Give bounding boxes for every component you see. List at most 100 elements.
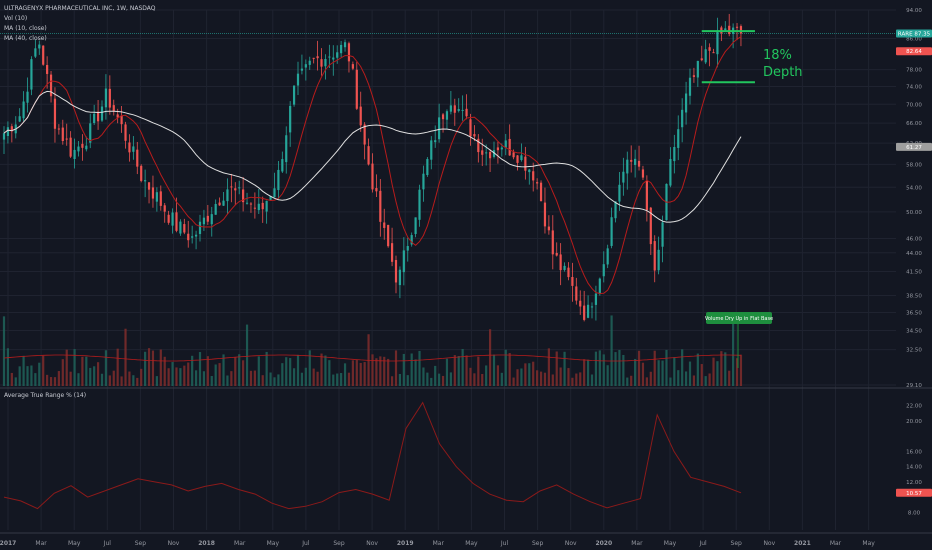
volume-bar	[53, 377, 57, 386]
candle-body	[641, 169, 645, 178]
volume-bar	[140, 368, 143, 386]
price-tick-label: 32.50	[906, 348, 922, 354]
volume-bar	[492, 354, 496, 386]
volume-bar	[57, 371, 60, 386]
volume-bar	[512, 377, 515, 386]
candle-body	[606, 248, 609, 265]
volume-bar	[700, 364, 703, 386]
candle-body	[610, 217, 613, 246]
volume-bar	[438, 373, 441, 386]
volume-bar	[563, 351, 566, 386]
time-tick-label: Sep	[135, 540, 147, 547]
time-tick-label: 2019	[397, 540, 414, 547]
candle-body	[524, 156, 527, 171]
volume-bar	[528, 363, 531, 386]
volume-bar	[120, 376, 123, 386]
candle-body	[73, 149, 76, 160]
candle-body	[481, 150, 484, 155]
volume-bar	[669, 377, 672, 386]
volume-bar	[253, 370, 256, 386]
candle-body	[496, 147, 500, 151]
atr-line	[3, 401, 742, 510]
volume-bar	[238, 354, 241, 386]
volume-bar	[151, 350, 155, 386]
candle-body	[359, 106, 362, 126]
candle-body	[355, 69, 358, 109]
candle-body	[445, 111, 449, 120]
candle-body	[700, 58, 703, 61]
volume-bar	[575, 373, 578, 386]
candle-body	[210, 214, 213, 225]
volume-bar	[359, 362, 362, 386]
volume-bar	[89, 367, 92, 386]
price-tick-label: 58.00	[906, 162, 922, 168]
volume-bar	[163, 356, 166, 386]
price-tick-label: 86.00	[906, 36, 922, 42]
ma10-indicator-label[interactable]: MA (10, close)	[4, 25, 47, 32]
candle-body	[175, 212, 178, 231]
volume-bar	[226, 375, 229, 386]
volume-bar	[477, 356, 480, 386]
candle-body	[602, 264, 605, 277]
depth-percent-label: 18%	[763, 48, 792, 63]
volume-bar	[586, 359, 590, 386]
price-tick-label: 29.10	[906, 383, 922, 389]
ma40-indicator-label[interactable]: MA (40, close)	[4, 35, 47, 42]
candle-body	[563, 265, 566, 270]
volume-bar	[543, 372, 547, 386]
candle-body	[57, 128, 60, 130]
candle-body	[77, 146, 80, 152]
candle-body	[696, 60, 699, 78]
candle-body	[100, 106, 104, 121]
candle-body	[132, 146, 135, 152]
candle-body	[277, 169, 280, 191]
candle-body	[630, 159, 633, 162]
candle-body	[512, 152, 515, 158]
candle-body	[367, 146, 370, 165]
volume-bar	[430, 377, 433, 386]
volume-bar	[532, 361, 535, 386]
candle-body	[147, 182, 151, 190]
candle-body	[528, 169, 531, 173]
volume-bar	[112, 370, 115, 386]
candle-body	[249, 203, 253, 205]
volume-bar	[22, 355, 25, 386]
volume-bar	[704, 376, 707, 386]
candle-body	[712, 52, 715, 54]
candle-body	[669, 158, 672, 186]
volume-bar	[457, 356, 460, 386]
time-tick-label: Sep	[532, 540, 544, 547]
volume-bar	[590, 374, 594, 386]
candle-body	[634, 158, 637, 165]
candle-body	[739, 26, 743, 34]
candle-body	[363, 124, 366, 145]
volume-bar	[202, 371, 206, 386]
volume-bar	[637, 350, 641, 386]
time-tick-label: Jul	[301, 540, 310, 547]
candle-body	[289, 105, 292, 133]
candle-body	[304, 64, 307, 68]
candle-body	[234, 188, 237, 191]
candle-body	[96, 111, 100, 122]
volume-bar	[183, 365, 186, 386]
candle-body	[222, 200, 225, 206]
volume-bar	[567, 368, 570, 386]
volume-bar	[85, 356, 88, 386]
vol-indicator-label[interactable]: Vol (10)	[4, 15, 28, 22]
candle-body	[520, 155, 523, 161]
volume-bar	[42, 355, 45, 386]
time-tick-label: May	[465, 540, 478, 547]
volume-bar	[441, 375, 445, 386]
volume-bar	[481, 373, 484, 386]
atr-tick-label: 16.00	[906, 449, 922, 455]
atr-indicator-label[interactable]: Average True Range % (14)	[4, 392, 87, 399]
volume-bar	[187, 362, 190, 386]
volume-bar	[418, 350, 421, 386]
callout-text: Volume Dry Up in Flat Base	[705, 316, 773, 322]
volume-bar	[732, 316, 735, 386]
volume-bar	[739, 354, 743, 386]
volume-bar	[677, 370, 680, 386]
volume-bar	[108, 375, 111, 386]
volume-bar	[641, 362, 645, 386]
volume-bar	[49, 377, 53, 386]
